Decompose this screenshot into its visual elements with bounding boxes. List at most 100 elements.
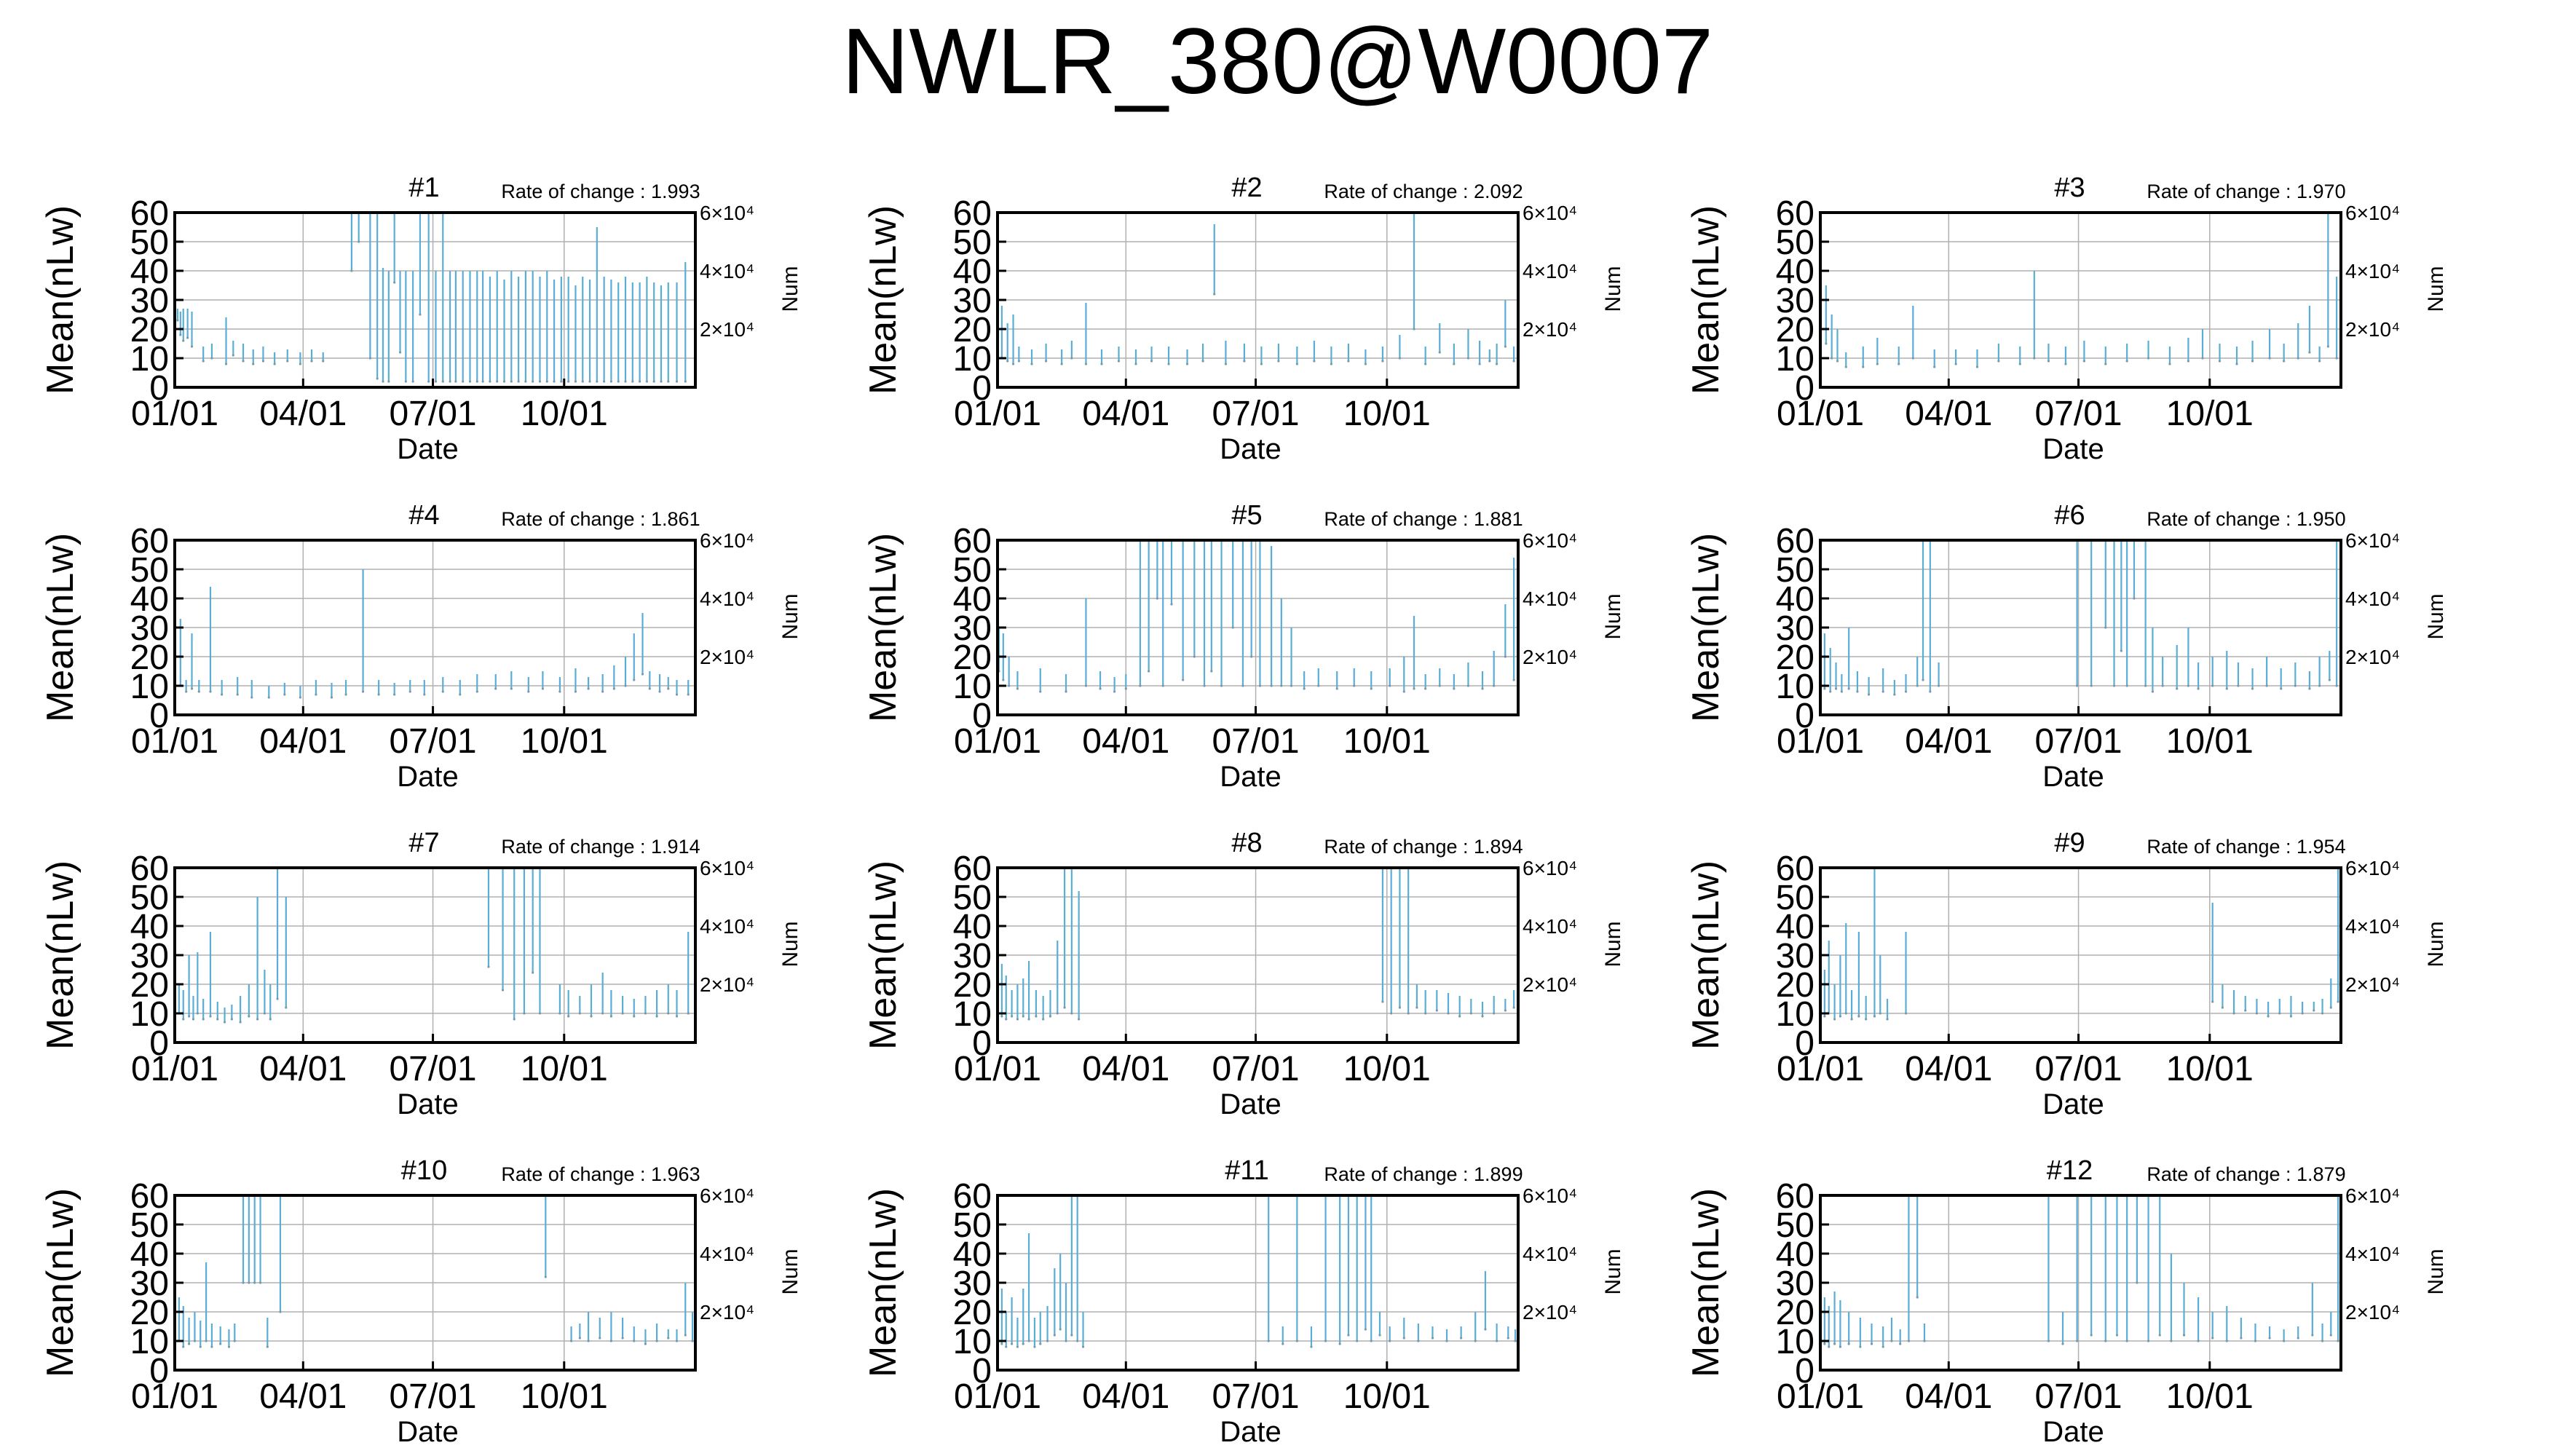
data-point [1243,360,1246,363]
data-point [1124,687,1127,690]
data-point [1270,684,1273,687]
data-point [1445,1340,1448,1342]
data-point [587,1340,590,1342]
y-tick-label: 50 [953,1206,992,1245]
data-point [2201,357,2204,360]
data-point [1005,1018,1008,1021]
x-tick-label: 04/01 [259,395,347,433]
data-point [1466,684,1470,687]
data-point [2255,1012,2259,1015]
data-point [434,380,438,383]
data-point [612,687,615,690]
data-point [1954,363,1957,365]
x-axis-label: Date [2042,1416,2104,1448]
data-point [1870,1342,1873,1345]
y-tick-label: 40 [1776,1235,1814,1274]
data-point [279,1310,282,1313]
data-point [2061,1342,2064,1345]
data-point [179,333,182,336]
data-point [1134,363,1137,365]
data-point [517,380,520,383]
data-point [538,380,542,383]
data-point [569,1340,573,1342]
y-tick-label: 0 [972,369,992,408]
data-point [376,377,379,380]
data-point [1310,1345,1313,1348]
data-point [2197,687,2200,690]
panel-title: #6 [2054,500,2085,531]
y2-axis-label: Num [2424,921,2448,967]
data-point [242,1281,245,1284]
data-point [1417,1340,1420,1342]
data-point [1049,1015,1052,1018]
data-point [1370,687,1373,690]
y-axis-label: Mean(nLw) [1685,860,1727,1050]
y2-tick-label: 6×10⁴ [2345,202,2400,224]
data-point [644,1012,647,1015]
data-point [2289,1015,2293,1018]
x-tick-label: 04/01 [259,722,347,761]
data-point [258,1281,262,1284]
y-tick-label: 20 [130,966,169,1005]
data-point [1016,1018,1019,1021]
data-point [1474,1340,1477,1342]
data-point [545,380,548,383]
data-point [267,696,270,699]
data-point [1161,684,1164,687]
data-point [609,380,613,383]
x-tick-label: 04/01 [1905,395,1992,433]
data-point [1295,363,1298,365]
panel-title: #11 [1225,1155,1269,1186]
y-tick-label: 10 [130,995,169,1034]
data-point [2308,687,2311,690]
data-point [1060,363,1063,365]
data-point [1504,345,1506,348]
data-point [1006,360,1009,363]
data-point [1447,1012,1450,1015]
y2-axis-label: Num [2424,1249,2448,1294]
data-point [176,319,179,322]
y-tick-label: 10 [130,1323,169,1361]
data-point [387,380,390,383]
y-tick-label: 30 [130,609,169,648]
data-point [578,1337,581,1340]
y-tick-label: 60 [1776,194,1814,233]
y-tick-label: 60 [953,194,992,233]
y-tick-label: 0 [149,369,169,408]
y-tick-label: 20 [953,1294,992,1332]
data-point [596,380,599,383]
data-point [1389,684,1391,687]
y2-tick-label: 4×10⁴ [1523,587,1577,610]
y-tick-label: 40 [130,580,169,619]
data-point [261,360,265,363]
data-point [1865,1018,1868,1021]
data-point [2337,1000,2339,1003]
data-point [1504,655,1506,658]
data-point [510,380,513,383]
data-point [1481,1015,1484,1018]
figure-title: NWLR_380@W0007 [841,9,1714,114]
data-point [427,380,430,383]
data-point [1347,360,1350,363]
data-point [1886,1018,1889,1021]
data-point [1840,690,1843,693]
data-point [209,690,212,693]
data-point [2125,360,2128,363]
data-point [2235,363,2238,365]
panel-title: #2 [1231,173,1262,203]
data-point [1370,1340,1373,1342]
data-point [1059,1328,1062,1331]
data-point [567,380,570,383]
data-point [1997,360,2000,363]
data-point [1193,655,1196,658]
data-point [1512,360,1515,363]
x-axis-label: Date [2042,433,2104,465]
data-point [1078,1018,1081,1021]
panel-title: #9 [2054,828,2085,858]
data-point [1005,1345,1008,1348]
x-tick-label: 07/01 [2034,1377,2122,1416]
x-tick-label: 01/01 [131,1050,218,1088]
data-point [1899,1342,1902,1345]
